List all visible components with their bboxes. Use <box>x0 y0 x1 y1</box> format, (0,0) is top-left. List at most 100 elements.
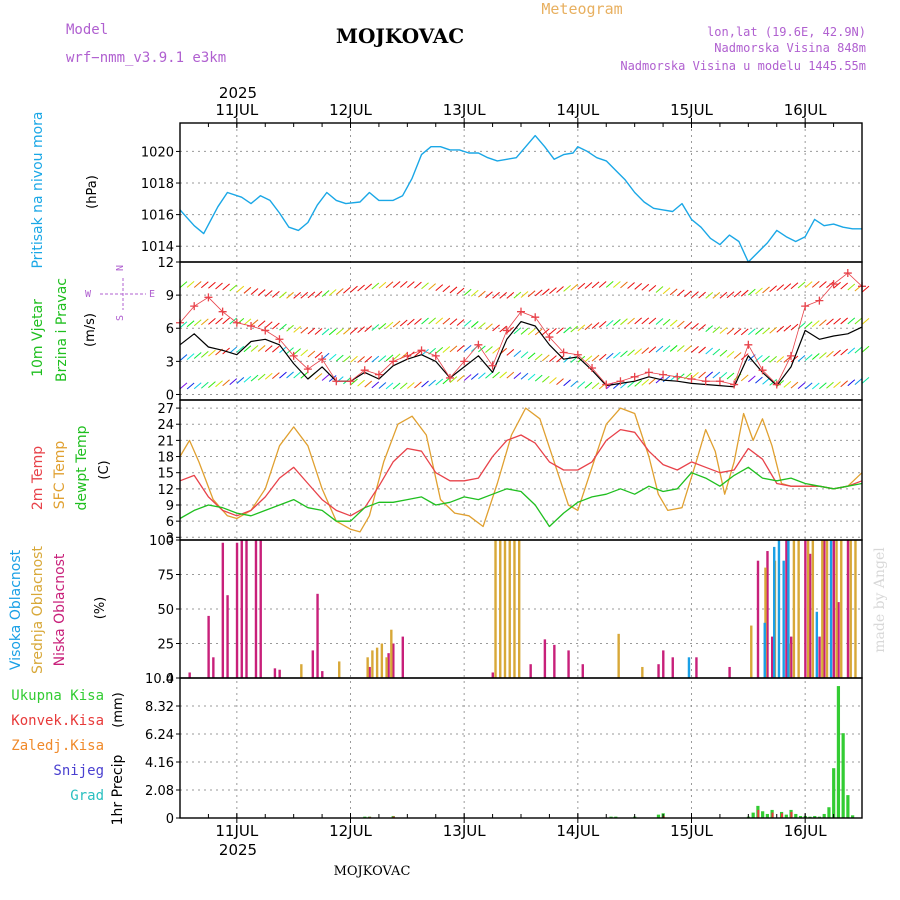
wind-barb <box>414 350 422 357</box>
high-cloud-bar <box>687 657 691 678</box>
wind-barb <box>705 371 714 379</box>
low-cloud-bar <box>671 657 674 678</box>
low-cloud-bar <box>823 540 826 678</box>
wind-barb <box>343 327 351 335</box>
wind-barb <box>712 292 721 299</box>
high-cloud-bar <box>777 540 781 678</box>
wind-barb <box>804 281 813 288</box>
wind-barb <box>243 345 252 353</box>
low-cloud-bar <box>321 671 324 678</box>
mid-cloud-bar <box>854 540 857 678</box>
wind-barb <box>485 371 493 379</box>
wind-barb <box>740 353 749 361</box>
wind-barb <box>790 282 799 290</box>
total-rain-bar <box>846 795 850 818</box>
wind-barb <box>826 281 834 289</box>
y-tick-label: 25 <box>157 638 174 653</box>
wind-barb <box>272 322 280 330</box>
wind-barb <box>229 346 238 354</box>
wind-barb <box>719 327 728 334</box>
dewpt-line <box>179 466 863 528</box>
wind-barb <box>776 284 785 291</box>
low-cloud-bar <box>832 540 835 678</box>
wind-barb <box>549 327 557 335</box>
wind-barb <box>733 328 742 336</box>
wind-barb <box>470 289 479 297</box>
wind-barb <box>556 355 564 363</box>
wind-barb <box>314 373 323 380</box>
wind-barb <box>399 281 408 288</box>
wind-barb <box>222 379 230 387</box>
legend-hail: Grad <box>70 788 104 804</box>
wind-barb <box>662 345 671 353</box>
total-rain-bar <box>813 815 817 818</box>
wind-barb <box>371 381 380 389</box>
model-name: wrf−nmm_v3.9.1 e3km <box>66 50 226 66</box>
wind-barb <box>541 354 550 362</box>
wind-barb <box>236 345 245 353</box>
wind-barb <box>456 375 465 382</box>
wind-barb <box>797 281 806 289</box>
wind-barb <box>200 350 209 358</box>
wind-barb <box>428 317 436 325</box>
day-label-bottom: 16JUL <box>784 822 827 840</box>
conv-rain-bar <box>790 811 793 818</box>
wind-barb <box>279 371 287 379</box>
wind-barb <box>748 375 756 383</box>
wind-barb <box>534 353 543 361</box>
wind-barb <box>343 355 351 363</box>
total-rain-bar <box>832 768 836 818</box>
conv-rain-bar <box>392 816 395 818</box>
wind-barb <box>541 288 550 296</box>
wind-barb <box>186 382 195 390</box>
wind-barb <box>179 382 188 390</box>
wind-barb <box>506 291 515 299</box>
wind-barb <box>243 286 252 294</box>
app-title: Meteogram <box>541 0 622 18</box>
wind-barb <box>215 380 223 388</box>
wind-barb <box>200 318 209 326</box>
low-cloud-bar <box>837 602 840 678</box>
wind-barb <box>378 322 387 330</box>
wind-ylabel-2: Brzina i Pravac <box>54 278 70 382</box>
y-tick-label: 3 <box>166 355 174 370</box>
wind-barb <box>648 317 657 325</box>
wind-barb <box>229 378 238 385</box>
wind-barb <box>286 324 294 332</box>
wind-barb <box>861 377 870 384</box>
wind-barb <box>676 345 685 352</box>
wind-barb <box>527 328 536 336</box>
low-cloud-bar <box>240 540 243 678</box>
wind-barb <box>698 371 706 379</box>
wind-barb <box>264 345 273 353</box>
wind-barb <box>335 288 344 295</box>
wind-barb <box>833 381 841 388</box>
low-cloud-bar <box>491 672 494 678</box>
wind-barb <box>520 351 529 359</box>
wind-barb <box>257 373 266 381</box>
wind-barb <box>726 350 735 358</box>
day-label-top: 15JUL <box>670 101 713 119</box>
total-rain-bar <box>851 815 855 818</box>
mid-cloud-bar <box>518 540 521 678</box>
wind-barb <box>357 326 365 334</box>
temp-ylabel-2: SFC Temp <box>52 441 68 510</box>
wind-barb <box>819 382 827 390</box>
wind-barb <box>463 319 472 327</box>
conv-rain-bar <box>771 812 774 818</box>
wind-barb <box>748 288 756 296</box>
wind-barb <box>307 291 316 299</box>
wind-barb <box>421 348 429 356</box>
wind-barb <box>385 382 394 390</box>
conv-rain-bar <box>780 813 783 818</box>
wind-barb <box>627 380 635 388</box>
wind-barb <box>797 354 806 362</box>
wind-barb <box>819 352 827 359</box>
wind-barb <box>449 376 458 384</box>
wind-barb <box>286 371 294 379</box>
wind-barb <box>549 355 557 362</box>
mid-cloud-bar <box>806 540 810 678</box>
wind-barb <box>776 325 785 333</box>
wind-barb <box>442 317 451 325</box>
mid-cloud-bar <box>503 540 507 678</box>
